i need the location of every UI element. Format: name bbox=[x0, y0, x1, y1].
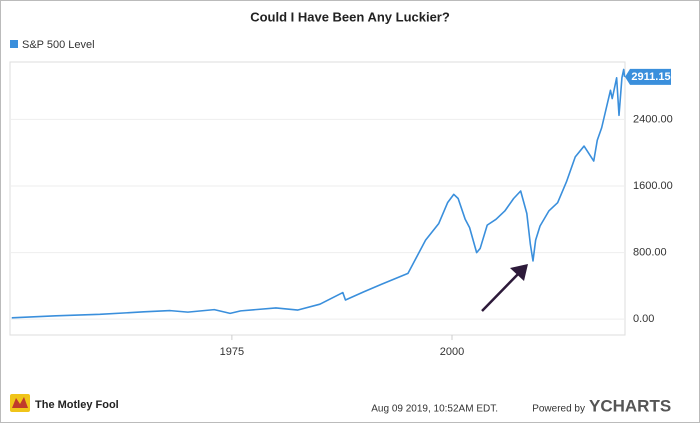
last-value-label: 2911.15 bbox=[631, 71, 670, 83]
y-tick-label: 800.00 bbox=[633, 247, 667, 259]
y-tick-label: 0.00 bbox=[633, 313, 654, 325]
powered-by: Powered by bbox=[532, 404, 585, 415]
last-value-box bbox=[625, 68, 671, 85]
chart-title: Could I Have Been Any Luckier? bbox=[250, 9, 450, 24]
motley-logo bbox=[10, 394, 30, 412]
logo-hat bbox=[12, 397, 28, 408]
arrow bbox=[481, 264, 528, 312]
y-tick-label: 1600.00 bbox=[633, 180, 673, 192]
x-tick-label: 2000 bbox=[440, 346, 464, 358]
x-tick-label: 1975 bbox=[220, 346, 244, 358]
arrow-head bbox=[510, 264, 528, 281]
y-tick-label: 2400.00 bbox=[633, 113, 673, 125]
logo-icon bbox=[10, 394, 30, 412]
line bbox=[11, 68, 626, 319]
brand: The Motley Fool bbox=[35, 399, 119, 411]
provider: YCHARTS bbox=[589, 396, 671, 415]
timestamp: Aug 09 2019, 10:52AM EDT. bbox=[371, 404, 498, 415]
plot-area bbox=[9, 61, 626, 336]
legend-label: S&P 500 Level bbox=[22, 39, 95, 51]
legend-swatch bbox=[10, 40, 18, 48]
arrow-shaft bbox=[481, 269, 523, 312]
